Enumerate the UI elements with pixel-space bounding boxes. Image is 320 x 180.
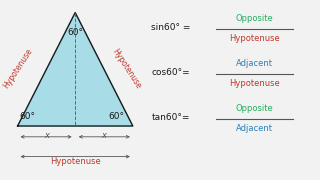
Text: 60°: 60° bbox=[67, 28, 83, 37]
Text: x: x bbox=[44, 131, 49, 140]
Text: Opposite: Opposite bbox=[236, 14, 273, 23]
Text: x: x bbox=[101, 131, 107, 140]
Text: tan60°=: tan60°= bbox=[152, 113, 190, 122]
Text: 60°: 60° bbox=[19, 112, 35, 121]
Text: Hypotenuse: Hypotenuse bbox=[229, 79, 280, 88]
Text: Adjacent: Adjacent bbox=[236, 59, 273, 68]
Text: Adjacent: Adjacent bbox=[236, 124, 273, 133]
Polygon shape bbox=[18, 13, 133, 126]
Text: cos60°=: cos60°= bbox=[152, 68, 190, 77]
Text: Hypotenuse: Hypotenuse bbox=[1, 47, 34, 90]
Text: sin60° =: sin60° = bbox=[151, 23, 190, 32]
Text: Hypotenuse: Hypotenuse bbox=[50, 158, 100, 166]
Text: Hypotenuse: Hypotenuse bbox=[110, 47, 143, 90]
Text: Hypotenuse: Hypotenuse bbox=[229, 34, 280, 43]
Text: Opposite: Opposite bbox=[236, 104, 273, 113]
Text: 60°: 60° bbox=[108, 112, 124, 121]
